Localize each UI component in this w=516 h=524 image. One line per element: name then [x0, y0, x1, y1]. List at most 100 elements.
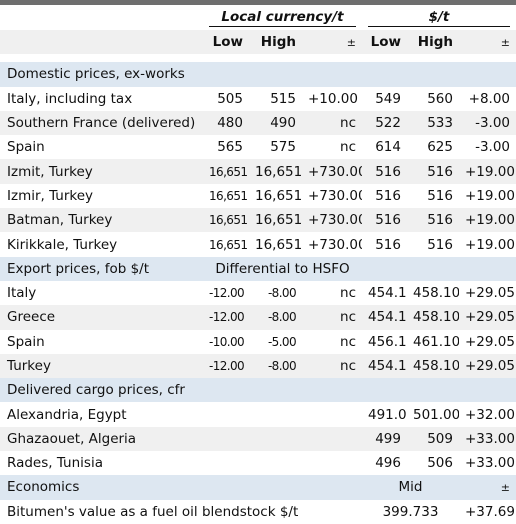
low-usd: 454.10 [362, 353, 407, 379]
usd-header: $/t [362, 5, 516, 30]
change-local: nc [340, 285, 356, 302]
change-usd: +29.05 [465, 285, 515, 302]
low-usd: 516 [375, 236, 401, 253]
section-economics: Economics Mid ± [0, 475, 516, 500]
change-usd: +32.00 [465, 406, 515, 423]
high-usd: 533 [407, 110, 459, 136]
differential-note: Differential to HSFO [203, 256, 362, 281]
low-usd: 516 [362, 208, 407, 233]
change-local: nc [302, 353, 362, 379]
high-local: 16,651 [249, 159, 302, 184]
economics-row: Bitumen's value as a fuel oil blendstock… [0, 500, 516, 524]
high-usd: 516 [427, 236, 453, 253]
low-usd: 516 [362, 159, 407, 184]
high-usd: 506 [427, 455, 453, 472]
change-usd: +33.00 [459, 426, 516, 452]
change-local: nc [340, 139, 356, 156]
empty-cell [203, 451, 362, 475]
row-name: Rades, Tunisia [7, 455, 103, 472]
high-local: 490 [249, 110, 302, 136]
section-export: Export prices, fob $/t Differential to H… [0, 256, 516, 281]
low-local: 16,651 [209, 188, 248, 203]
empty-cell [203, 426, 362, 452]
high-local: 16,651 [255, 236, 302, 253]
section-cargo: Delivered cargo prices, cfr [0, 378, 516, 403]
row-name: Alexandria, Egypt [7, 406, 127, 423]
high-usd: 625 [427, 139, 453, 156]
change-local: +10.00 [308, 90, 358, 107]
col-low-local: Low [203, 30, 249, 55]
high-usd: 516 [407, 159, 459, 184]
economics-change-label: ± [459, 475, 516, 500]
change-usd: +8.00 [468, 90, 511, 107]
change-local: nc [340, 333, 356, 350]
high-local: -8.00 [249, 353, 302, 379]
change-local: +730.00 [308, 187, 362, 204]
change-local: +730.00 [308, 236, 362, 253]
empty-cell [203, 402, 362, 426]
change-local: +730.00 [302, 159, 362, 184]
row-name: Ghazaouet, Algeria [0, 426, 203, 452]
row-name: Izmit, Turkey [0, 159, 203, 184]
change-usd: -3.00 [475, 139, 511, 156]
high-usd: 458.10 [413, 285, 459, 302]
low-usd: 454.10 [368, 285, 407, 302]
high-local: -8.00 [249, 305, 302, 330]
low-local: 480 [203, 110, 249, 136]
col-change-usd: ± [459, 30, 516, 55]
low-local: -12.00 [209, 286, 245, 301]
low-local: 16,651 [209, 237, 248, 252]
row-name: Izmir, Turkey [7, 187, 94, 204]
low-local: 505 [217, 90, 243, 107]
row-name: Batman, Turkey [0, 208, 203, 233]
high-usd: 458.10 [407, 353, 459, 379]
table-row: Alexandria, Egypt 491.00 501.00 +32.00 [0, 402, 516, 426]
table-row: Italy, including tax 505 515 +10.00 549 560 +8… [0, 87, 516, 111]
row-name: Turkey [0, 353, 203, 379]
table-row: Batman, Turkey 16,651 16,651 +730.00 516 516 +… [0, 208, 516, 233]
change-usd: +29.05 [459, 305, 516, 330]
table-row: Kirikkale, Turkey 16,651 16,651 +730.00 516 5… [0, 232, 516, 256]
high-usd: 461.10 [413, 333, 459, 350]
high-local: 16,651 [255, 187, 302, 204]
change-local: +730.00 [302, 208, 362, 233]
economics-change-value: +37.69 [465, 503, 515, 520]
cargo-rows: Alexandria, Egypt 491.00 501.00 +32.00 Ghaza… [0, 402, 516, 475]
high-usd: 516 [407, 208, 459, 233]
price-table: Local currency/t $/t Low High ± Low High… [0, 5, 516, 524]
low-usd: 454.10 [362, 305, 407, 330]
table-row: Izmit, Turkey 16,651 16,651 +730.00 516 516 +1… [0, 159, 516, 184]
table-row: Spain 565 575 nc 614 625 -3.00 [0, 135, 516, 159]
change-usd: -3.00 [459, 110, 516, 136]
change-usd: +19.00 [465, 187, 515, 204]
economics-mid-value: 399.733 [382, 503, 439, 520]
low-usd: 549 [375, 90, 401, 107]
change-local: nc [302, 110, 362, 136]
col-high-local: High [249, 30, 302, 55]
change-usd: +29.05 [459, 353, 516, 379]
col-change-local: ± [302, 30, 362, 55]
low-usd: 456.10 [368, 333, 407, 350]
high-usd: 458.10 [407, 305, 459, 330]
change-local: nc [302, 305, 362, 330]
low-usd: 522 [362, 110, 407, 136]
table-row: Spain -10.00 -5.00 nc 456.10 461.10 +29.05 [0, 330, 516, 354]
export-rows: Italy-12.00-8.00nc454.10458.10+29.05Gree… [0, 281, 516, 379]
high-local: -8.00 [267, 286, 297, 301]
low-usd: 614 [375, 139, 401, 156]
local-currency-header: Local currency/t [203, 5, 362, 30]
table-row: Rades, Tunisia 496 506 +33.00 [0, 451, 516, 475]
economics-row-name: Bitumen's value as a fuel oil blendstock… [7, 503, 299, 520]
low-local: -10.00 [209, 334, 245, 349]
row-name: Italy, including tax [7, 90, 133, 107]
low-local: -12.00 [203, 353, 249, 379]
low-usd: 496 [375, 455, 401, 472]
row-name: Spain [7, 333, 45, 350]
change-usd: +29.05 [465, 333, 515, 350]
mid-label: Mid [362, 475, 459, 500]
row-name: Italy [7, 285, 37, 302]
low-usd: 491.00 [368, 406, 407, 423]
low-usd: 499 [362, 426, 407, 452]
